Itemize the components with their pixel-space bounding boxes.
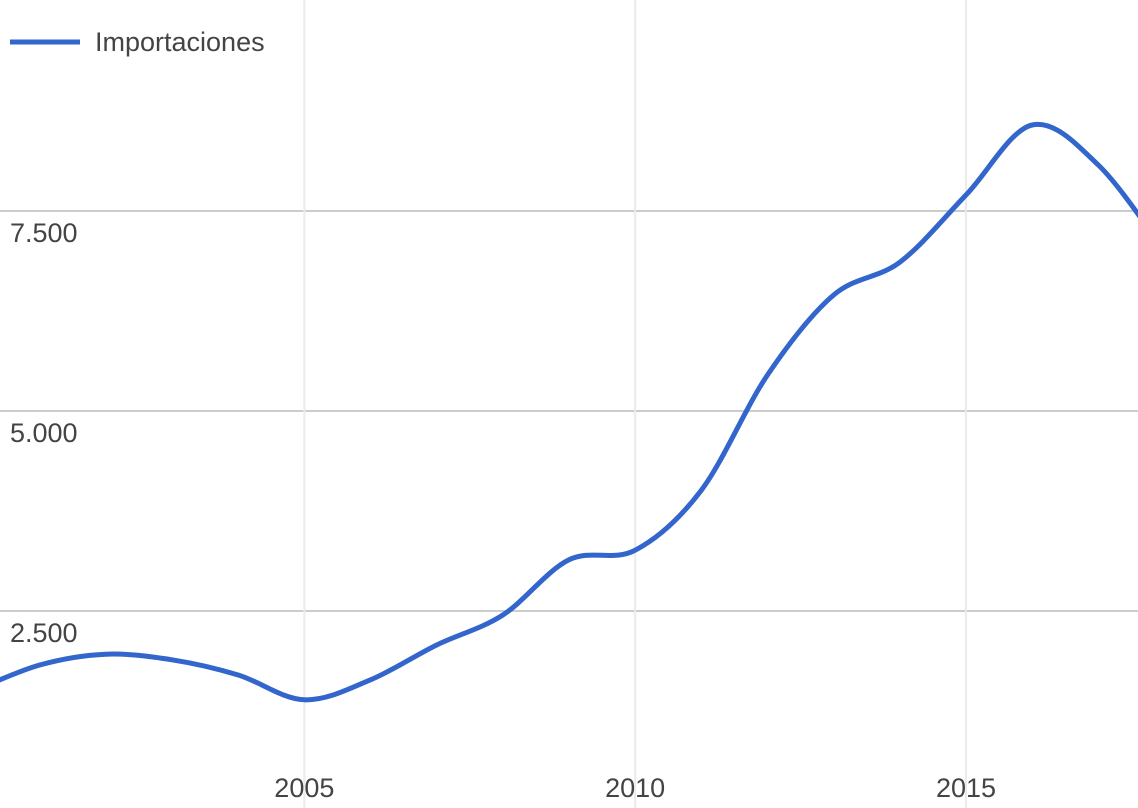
x-tick-label: 2010 <box>605 773 665 803</box>
y-tick-label: 2.500 <box>10 618 78 648</box>
x-tick-label: 2005 <box>274 773 334 803</box>
labels: 2.500 5.000 7.500 2005 2010 2015 Importaciones <box>10 27 996 803</box>
y-tick-label: 7.500 <box>10 218 78 248</box>
data-line <box>0 121 1138 703</box>
y-tick-label: 5.000 <box>10 418 78 448</box>
x-tick-label: 2015 <box>936 773 996 803</box>
plot <box>0 121 1138 703</box>
legend-label: Importaciones <box>95 27 265 57</box>
